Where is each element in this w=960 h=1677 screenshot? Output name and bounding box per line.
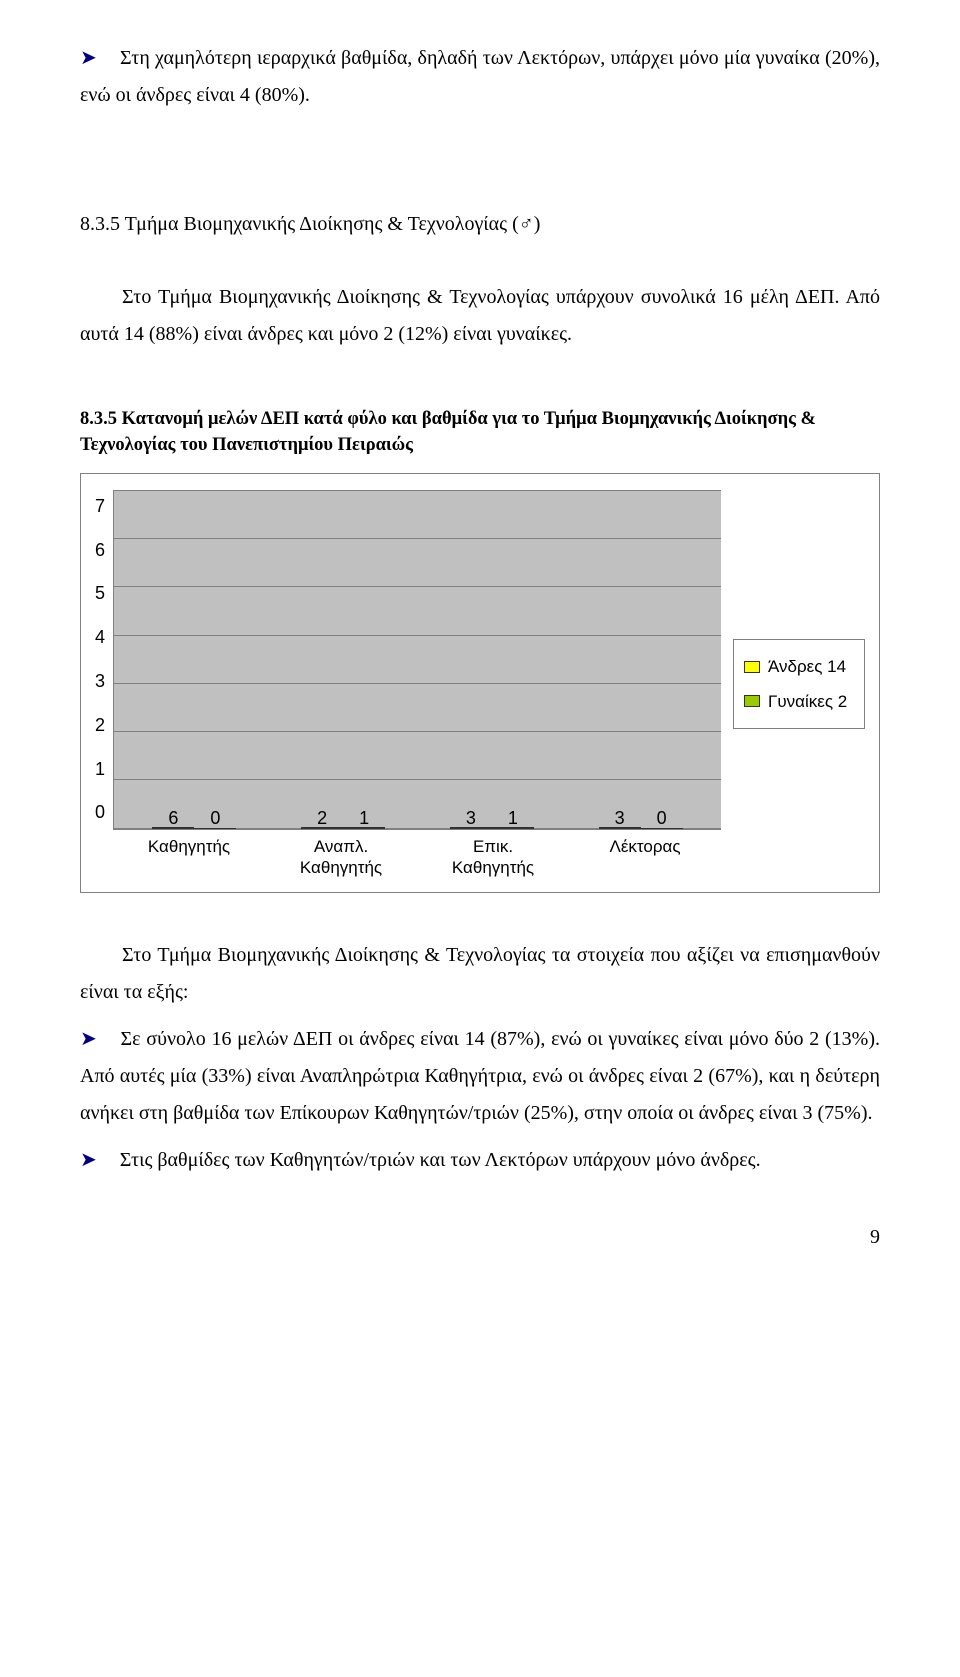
- x-tick-label: Επικ.Καθηγητής: [417, 836, 569, 879]
- bar: 3: [450, 827, 492, 829]
- bar-value-label: 2: [317, 802, 327, 835]
- bar-value-label: 1: [359, 802, 369, 835]
- legend-label: Άνδρες 14: [768, 651, 846, 682]
- bullet-arrow-icon: ➤: [80, 1028, 97, 1050]
- y-tick: 5: [95, 577, 105, 610]
- bar-value-label: 3: [615, 802, 625, 835]
- y-axis: 7 6 5 4 3 2 1 0: [95, 490, 113, 830]
- bar-value-label: 1: [508, 802, 518, 835]
- plot-area: 60213130: [113, 490, 721, 830]
- bar-group: 60: [120, 827, 269, 829]
- y-tick: 3: [95, 665, 105, 698]
- chart-caption: 8.3.5 Κατανομή μελών ΔΕΠ κατά φύλο και β…: [80, 407, 880, 459]
- x-axis-labels: ΚαθηγητήςΑναπλ.ΚαθηγητήςΕπικ.ΚαθηγητήςΛέ…: [113, 830, 721, 879]
- bar-value-label: 0: [210, 802, 220, 835]
- bar: 0: [194, 828, 236, 829]
- bar: 2: [301, 827, 343, 829]
- y-tick: 1: [95, 753, 105, 786]
- page-number: 9: [80, 1219, 880, 1256]
- legend-label: Γυναίκες 2: [768, 686, 847, 717]
- bullet-arrow-icon: ➤: [80, 47, 97, 69]
- b1-text: Σε σύνολο 16 μελών ΔΕΠ οι άνδρες είναι 1…: [80, 1028, 880, 1124]
- para-2: Στο Τμήμα Βιομηχανικής Διοίκησης & Τεχνο…: [80, 279, 880, 353]
- legend-swatch: [744, 661, 760, 673]
- legend: Άνδρες 14 Γυναίκες 2: [733, 639, 865, 729]
- bar-group: 31: [418, 827, 567, 829]
- legend-swatch: [744, 695, 760, 707]
- y-tick: 7: [95, 490, 105, 523]
- legend-item: Άνδρες 14: [744, 651, 854, 682]
- para-3: Στο Τμήμα Βιομηχανικής Διοίκησης & Τεχνο…: [80, 937, 880, 1011]
- p1-text: Στη χαμηλότερη ιεραρχικά βαθμίδα, δηλαδή…: [80, 47, 880, 106]
- bar-chart: 76543210 60213130 ΚαθηγητήςΑναπλ.Καθηγητ…: [80, 473, 880, 894]
- legend-item: Γυναίκες 2: [744, 686, 854, 717]
- bar: 1: [343, 827, 385, 829]
- bar-value-label: 0: [657, 802, 667, 835]
- y-tick: 2: [95, 709, 105, 742]
- bar-group: 21: [269, 827, 418, 829]
- y-tick: 6: [95, 534, 105, 567]
- bar-value-label: 3: [466, 802, 476, 835]
- bar: 6: [152, 827, 194, 829]
- bar: 1: [492, 827, 534, 829]
- bar: 0: [641, 828, 683, 829]
- x-tick-label: Αναπλ.Καθηγητής: [265, 836, 417, 879]
- y-tick: 0: [95, 796, 105, 829]
- para-1: ➤ Στη χαμηλότερη ιεραρχικά βαθμίδα, δηλα…: [80, 40, 880, 114]
- x-tick-label: Καθηγητής: [113, 836, 265, 879]
- bullet-1: ➤ Σε σύνολο 16 μελών ΔΕΠ οι άνδρες είναι…: [80, 1021, 880, 1132]
- y-tick: 4: [95, 621, 105, 654]
- bar-group: 30: [566, 827, 715, 829]
- bar: 3: [599, 827, 641, 829]
- b2-text: Στις βαθμίδες των Καθηγητών/τριών και τω…: [120, 1149, 761, 1171]
- bullet-2: ➤ Στις βαθμίδες των Καθηγητών/τριών και …: [80, 1142, 880, 1179]
- bar-value-label: 6: [168, 802, 178, 835]
- x-tick-label: Λέκτορας: [569, 836, 721, 879]
- section-heading: 8.3.5 Τμήμα Βιομηχανικής Διοίκησης & Τεχ…: [80, 206, 880, 243]
- bullet-arrow-icon: ➤: [80, 1149, 97, 1171]
